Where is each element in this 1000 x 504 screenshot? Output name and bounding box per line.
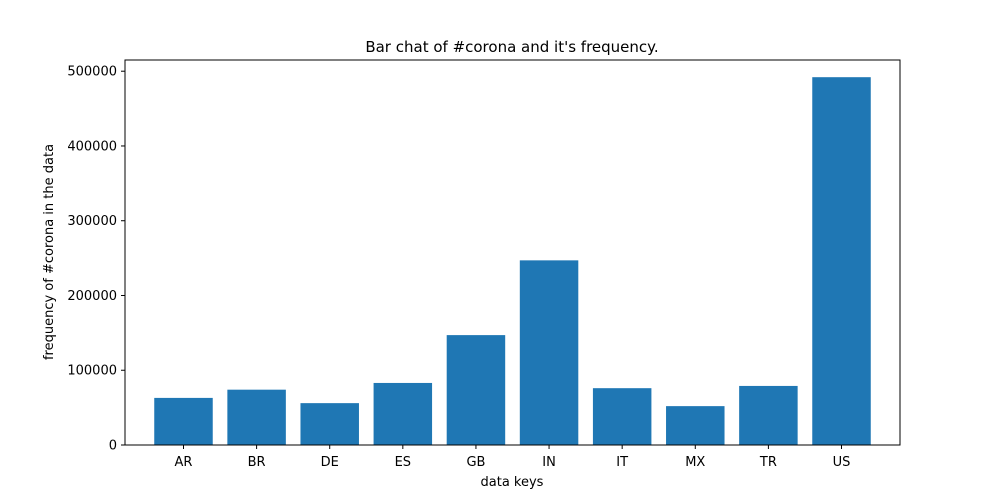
x-tick-label-gb: GB bbox=[466, 455, 485, 470]
bar-in bbox=[519, 260, 579, 445]
y-tick-label: 400000 bbox=[67, 139, 117, 154]
y-axis: 0 100000 200000 300000 400000 500000 bbox=[67, 65, 125, 454]
x-tick-label-us: US bbox=[833, 455, 851, 470]
x-tick-label-ar: AR bbox=[175, 455, 193, 470]
bar-ar bbox=[154, 397, 213, 445]
y-tick-label: 0 bbox=[109, 439, 117, 454]
bar-gb bbox=[446, 335, 506, 445]
bar-us bbox=[812, 77, 871, 445]
y-tick-label: 300000 bbox=[67, 214, 117, 229]
x-axis-label: data keys bbox=[481, 475, 544, 490]
bars bbox=[154, 77, 871, 445]
x-tick-label-de: DE bbox=[321, 455, 339, 470]
x-tick-label-tr: TR bbox=[759, 455, 777, 470]
x-tick-label-mx: MX bbox=[685, 455, 705, 470]
y-tick-label: 100000 bbox=[67, 364, 117, 379]
bar-es bbox=[373, 382, 433, 445]
x-tick-label-es: ES bbox=[395, 455, 411, 470]
y-tick-label: 200000 bbox=[67, 289, 117, 304]
x-axis: AR BR DE ES GB IN IT MX TR US bbox=[175, 445, 851, 470]
x-tick-label-it: IT bbox=[616, 455, 628, 470]
bar-it bbox=[592, 388, 652, 445]
plot-frame bbox=[124, 59, 901, 446]
y-axis-label: frequency of #corona in the data bbox=[42, 144, 57, 360]
x-tick-label-in: IN bbox=[542, 455, 556, 470]
bar-de bbox=[300, 403, 359, 445]
bar-br bbox=[227, 389, 286, 445]
x-tick-label-br: BR bbox=[248, 455, 266, 470]
chart-title: Bar chat of #corona and it's frequency. bbox=[365, 38, 658, 56]
y-tick-label: 500000 bbox=[67, 65, 117, 80]
bar-tr bbox=[739, 385, 798, 445]
bar-mx bbox=[666, 406, 725, 445]
